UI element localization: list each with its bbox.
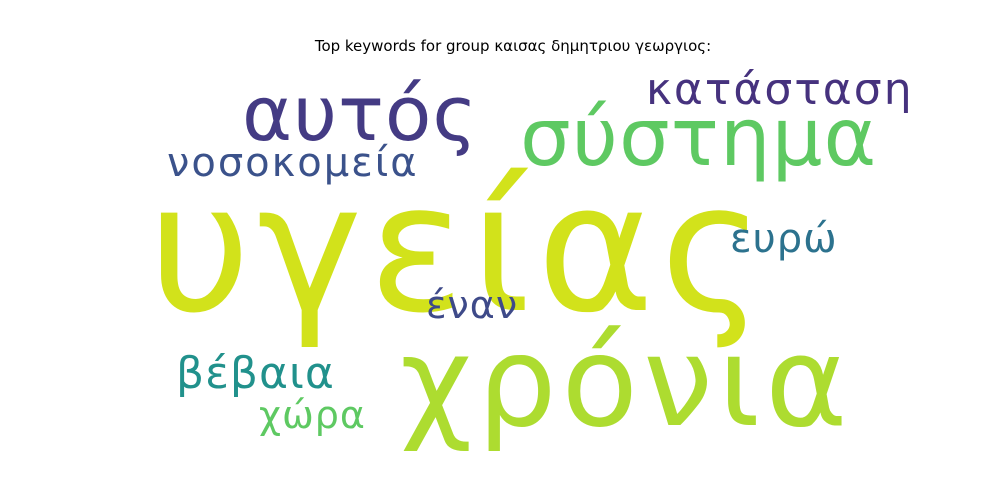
word-chora: χώρα: [259, 393, 366, 437]
word-nosokomeia: νοσοκομεία: [167, 140, 419, 186]
word-ygeias: υγείας: [148, 145, 771, 352]
word-enan: έναν: [426, 283, 518, 327]
word-katastasi: κατάσταση: [646, 64, 914, 115]
word-vevaia: βέβαια: [176, 348, 335, 399]
word-aftos: αυτός: [242, 69, 478, 158]
word-systima: σύστημα: [520, 91, 877, 184]
chart-title: Top keywords for group καισας δημητριου …: [314, 37, 712, 55]
word-chronia: χρόνια: [400, 310, 853, 455]
word-evro: ευρώ: [730, 216, 838, 262]
